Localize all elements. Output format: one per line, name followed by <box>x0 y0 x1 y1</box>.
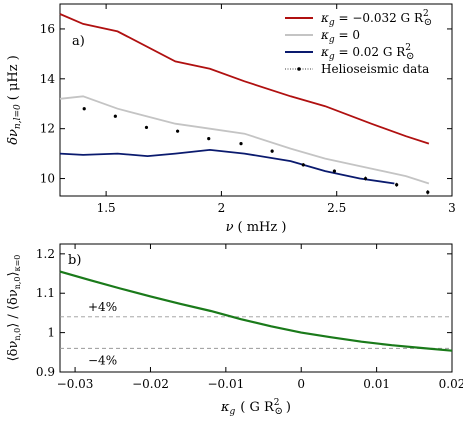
panel-a-xlabel-symbol: ν <box>226 220 234 235</box>
panel-a-data-point <box>301 163 305 167</box>
panel-b-ref-label-0: +4% <box>88 300 117 314</box>
panel-b-xtick-label: −0.03 <box>57 377 94 391</box>
panel-b-chart: −0.03 −0.02 −0.01 0 0.01 0.02 0.9 1 1.1 1.2 +4% −4… <box>6 243 463 417</box>
panel-b-ytick-label: 1.2 <box>36 247 55 261</box>
panel-b-ytick-label: 1.1 <box>36 286 55 300</box>
legend-label-1: κg = 0 <box>320 28 360 45</box>
panel-a-data-point <box>82 107 86 111</box>
panel-a-ytick-label: 14 <box>40 72 56 86</box>
panel-a-label: a) <box>72 34 85 49</box>
panel-b-xtick-label: 0.02 <box>439 377 463 391</box>
panel-b-xlabel: κg ( G R2 ⊙) <box>220 398 291 417</box>
panel-b-xtick-label: −0.01 <box>207 377 244 391</box>
panel-b-xlabel-sub: g <box>230 407 236 417</box>
panel-a-data-point <box>270 149 274 153</box>
legend-label-data: Helioseismic data <box>321 62 429 76</box>
panel-a-data-point <box>207 137 211 141</box>
panel-b-ref-label-1: −4% <box>88 353 117 367</box>
panel-b-frame <box>59 243 453 373</box>
panel-a-ylabel: δνn,l=0 ( μHz ) <box>6 55 23 145</box>
panel-b-xtick-label: 0.01 <box>363 377 390 391</box>
panel-b-xlabel-rhs: ( G R <box>240 400 275 415</box>
panel-b-ylabel-sub1: n,0 <box>13 328 22 341</box>
panel-b-ylabel-a: ⟨δν <box>6 341 21 362</box>
panel-a-data-point <box>395 183 399 187</box>
legend-label-2: κg = 0.02 G R2 ⊙ <box>320 43 414 62</box>
legend-swatch-data-point <box>297 67 301 71</box>
panel-a-legend: κg = −0.032 G R2 ⊙κg = 0κg = 0.02 G R2 ⊙He… <box>285 9 432 76</box>
panel-a-ytick-label: 10 <box>40 172 55 186</box>
panel-a-data-point <box>426 190 430 194</box>
panel-a-data-point <box>113 114 117 118</box>
panel-b-ylabel-sub3: κ=0 <box>13 255 22 272</box>
panel-a-xtick-label: 3 <box>448 201 456 215</box>
panel-a-xlabel: ν( mHz ) <box>226 220 287 235</box>
panel-a-series-line-0 <box>59 13 430 145</box>
panel-a-data-point <box>332 169 336 173</box>
panel-a-ylabel-unit: ( μHz ) <box>6 55 21 100</box>
panel-b-ylabel-sub2: n,0 <box>13 276 22 289</box>
panel-a-xtick-label: 1.5 <box>97 201 116 215</box>
legend-label-0: κg = −0.032 G R2 ⊙ <box>320 9 432 28</box>
panel-a-series-line-1 <box>59 95 430 185</box>
panel-b-xtick-label: 0 <box>297 377 305 391</box>
panel-a-ytick-label: 12 <box>40 122 55 136</box>
panel-b-xlabel-sun: ⊙ <box>275 406 283 417</box>
panel-b-xlabel-lhs: κ <box>220 400 230 415</box>
panel-a-xlabel-unit: ( mHz ) <box>237 220 286 235</box>
panel-a-data-point <box>363 176 368 181</box>
panel-b-ytick-label: 1 <box>47 326 55 340</box>
panel-a-data-point <box>176 129 180 133</box>
panel-a-series-line-2 <box>59 148 395 185</box>
panel-b-label: b) <box>68 253 81 268</box>
panel-b-ylabel-end: ⟩ <box>6 271 21 276</box>
panel-a-data-point <box>144 125 149 130</box>
panel-b-xlabel-sup: 2 <box>274 398 280 408</box>
panel-b-ytick-label: 0.9 <box>36 365 55 379</box>
panel-a-xtick-label: 2 <box>218 201 226 215</box>
panel-a-ytick-label: 16 <box>40 22 55 36</box>
panel-b-ylabel-mid: ⟩ / ⟨δν <box>6 289 21 328</box>
panel-a-frame <box>59 3 453 197</box>
panel-b-ylabel: ⟨δνn,0⟩ / ⟨δνn,0⟩κ=0 <box>6 255 22 362</box>
panel-b-xlabel-close: ) <box>286 400 291 415</box>
panel-a-ylabel-main: δν <box>6 129 21 145</box>
panel-a-data-point <box>239 142 243 146</box>
panel-b-xtick-label: −0.02 <box>132 377 169 391</box>
panel-b-series-line-0 <box>59 270 453 352</box>
panel-a-xtick-label: 2.5 <box>327 201 346 215</box>
panel-a-ylabel-sub: n,l=0 <box>13 104 23 129</box>
